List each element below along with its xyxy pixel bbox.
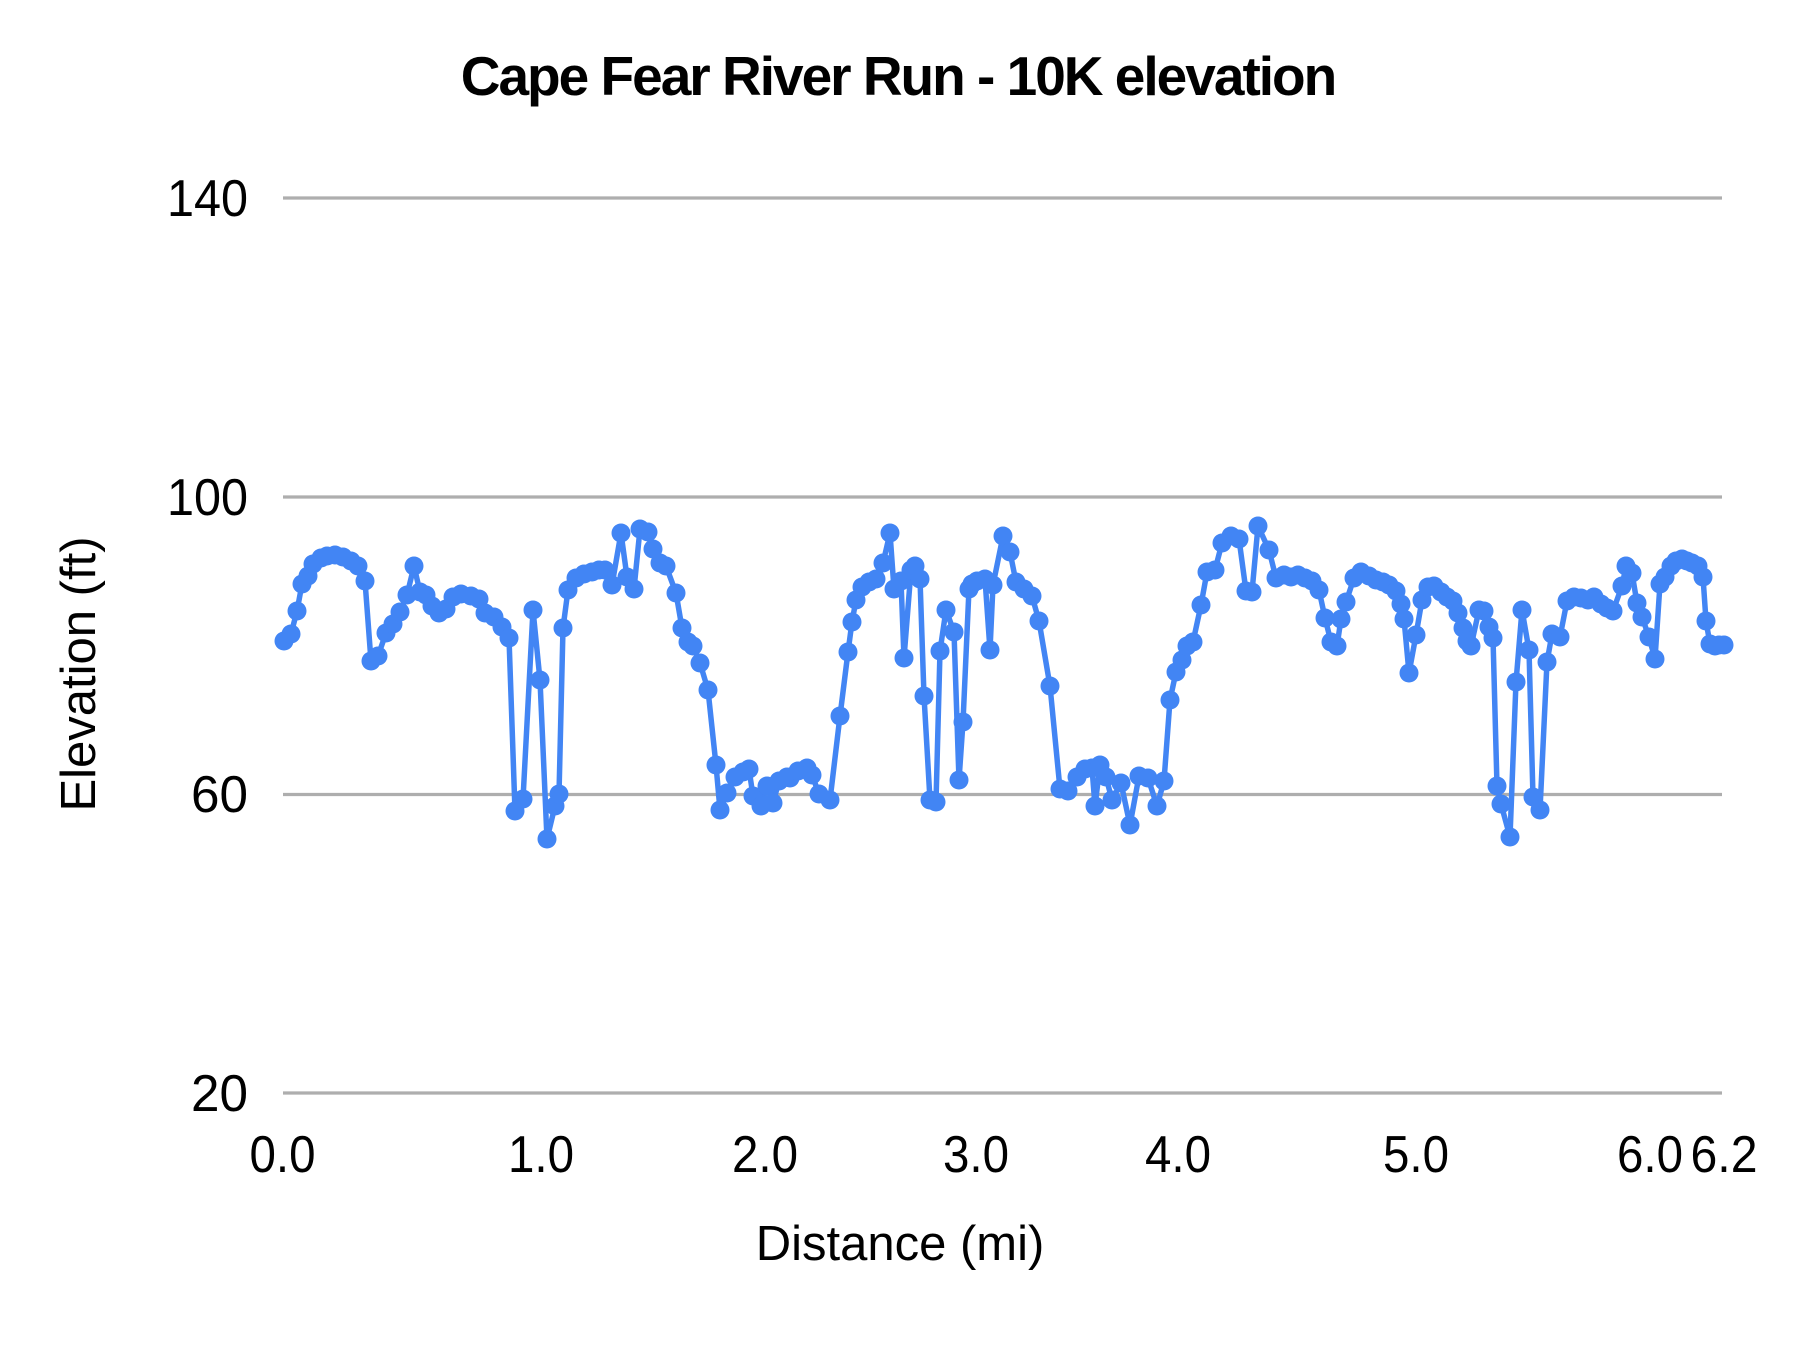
svg-text:60: 60	[191, 766, 248, 824]
svg-text:5.0: 5.0	[1383, 1126, 1449, 1184]
svg-text:3.0: 3.0	[943, 1126, 1009, 1184]
svg-text:2.0: 2.0	[732, 1126, 798, 1184]
svg-text:20: 20	[191, 1065, 248, 1123]
svg-text:4.0: 4.0	[1145, 1126, 1211, 1184]
svg-text:Cape Fear River Run - 10K elev: Cape Fear River Run - 10K elevation	[461, 45, 1335, 107]
svg-text:140: 140	[167, 170, 248, 228]
svg-text:Distance (mi): Distance (mi)	[756, 1217, 1045, 1271]
svg-text:1.0: 1.0	[508, 1126, 574, 1184]
svg-text:6.0: 6.0	[1617, 1126, 1683, 1184]
svg-text:100: 100	[167, 469, 248, 527]
svg-text:Elevation (ft): Elevation (ft)	[52, 536, 106, 811]
svg-text:0.0: 0.0	[250, 1126, 316, 1184]
svg-text:6.2: 6.2	[1691, 1126, 1758, 1184]
